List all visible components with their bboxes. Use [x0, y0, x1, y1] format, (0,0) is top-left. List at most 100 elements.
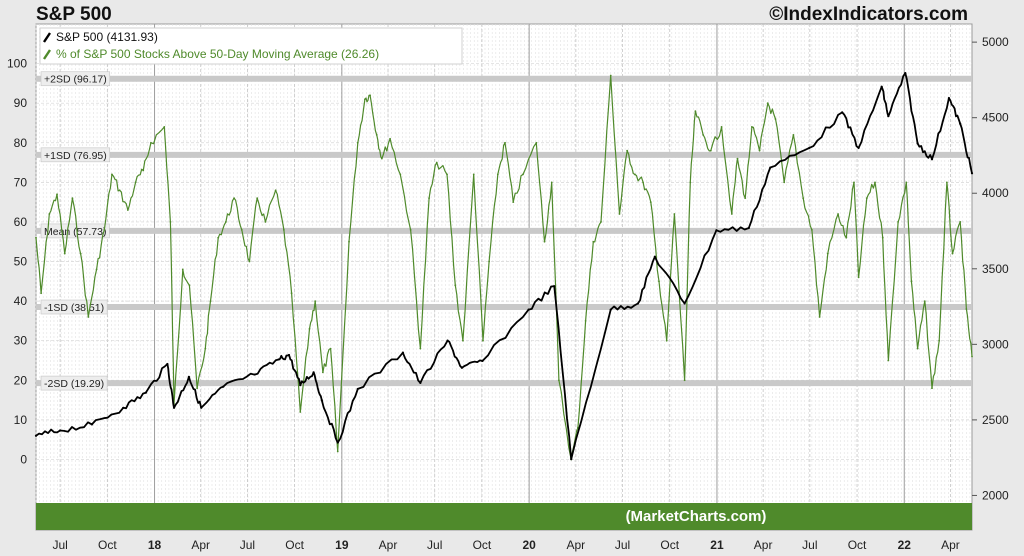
data-point-sp500 [253, 373, 256, 376]
data-point-breadth [792, 133, 795, 136]
data-point-breadth [482, 339, 484, 342]
right-tick-label: 2500 [982, 413, 1009, 427]
watermark-band [36, 503, 972, 530]
data-point-breadth [865, 197, 868, 200]
data-point-sp500 [715, 229, 718, 232]
right-tick-label: 3000 [982, 337, 1009, 351]
left-tick-label: 40 [14, 294, 28, 308]
chart-title: S&P 500 [36, 4, 112, 25]
data-point-sp500 [187, 375, 191, 378]
data-point-breadth [435, 161, 438, 164]
data-point-sp500 [570, 458, 573, 461]
data-point-sp500 [683, 302, 686, 305]
data-point-breadth [329, 347, 332, 350]
data-point-breadth [694, 110, 697, 112]
data-point-sp500 [172, 406, 176, 409]
right-tick-label: 5000 [982, 35, 1009, 49]
data-point-breadth [965, 308, 968, 310]
data-point-sp500 [609, 308, 612, 311]
data-point-sp500 [636, 302, 640, 305]
data-point-sp500 [90, 423, 94, 426]
watermark-text: (MarketCharts.com) [626, 508, 767, 525]
data-point-breadth [887, 359, 890, 362]
data-point-breadth [673, 213, 676, 215]
left-tick-label: 10 [14, 413, 28, 427]
left-tick-label: 50 [14, 255, 28, 269]
right-tick-label: 3500 [982, 262, 1009, 276]
x-tick-label: Apr [191, 538, 210, 552]
sd-label-box [40, 375, 108, 391]
x-tick-label: Oct [98, 538, 117, 552]
x-tick-label: Apr [379, 538, 398, 552]
right-tick-label: 4000 [982, 186, 1009, 200]
data-point-breadth [314, 300, 317, 303]
data-point-breadth [274, 189, 277, 192]
data-point-sp500 [320, 399, 323, 402]
series-line-sp500 [35, 72, 973, 461]
data-point-breadth [336, 450, 339, 453]
x-tick-label: 20 [522, 538, 536, 552]
sd-label: Mean (57.73) [44, 226, 106, 238]
x-axis: Jul Oct 18 Apr Jul Oct 19 Apr Jul Oct 20 Apr Jul Oct 2… [52, 538, 959, 552]
data-point-breadth [163, 126, 166, 128]
data-point-sp500 [653, 255, 656, 258]
series-layer [34, 72, 974, 461]
data-point-breadth [472, 173, 475, 176]
data-point-breadth [633, 173, 636, 176]
data-point-breadth [720, 126, 723, 128]
data-point-breadth [142, 169, 145, 172]
data-point-breadth [169, 221, 172, 223]
data-point-breadth [683, 379, 686, 382]
legend: S&P 500 (4131.93) % of S&P 500 Stocks Ab… [39, 27, 463, 65]
data-point-sp500 [401, 351, 405, 354]
data-point-sp500 [769, 166, 772, 169]
data-point-breadth [802, 197, 805, 200]
data-point-breadth [248, 260, 251, 263]
x-tick-label: Jul [802, 538, 817, 552]
x-tick-label: Oct [473, 538, 492, 552]
data-point-sp500 [747, 226, 750, 230]
data-point-breadth [308, 327, 311, 330]
data-point-breadth [87, 316, 90, 318]
data-point-breadth [522, 173, 524, 176]
data-point-breadth [649, 201, 652, 204]
data-point-sp500 [970, 172, 974, 175]
data-point-breadth [454, 284, 457, 287]
x-tick-label: Apr [754, 538, 773, 552]
data-point-sp500 [959, 122, 962, 125]
x-tick-label: Jul [240, 538, 255, 552]
data-point-breadth [609, 74, 612, 77]
data-point-breadth [504, 141, 506, 144]
data-point-sp500 [287, 353, 291, 357]
data-point-sp500 [481, 359, 484, 363]
data-point-breadth [63, 252, 66, 255]
x-tick-label: Apr [566, 538, 585, 552]
data-point-sp500 [930, 158, 934, 161]
data-point-breadth [240, 228, 243, 231]
data-point-breadth [409, 228, 412, 231]
legend-swatch-breadth [43, 49, 51, 60]
data-point-breadth [126, 209, 129, 211]
x-tick-label: Apr [941, 538, 960, 552]
data-point-breadth [188, 284, 191, 287]
data-point-sp500 [356, 387, 359, 391]
data-point-breadth [535, 141, 538, 144]
data-point-breadth [881, 236, 884, 239]
data-point-breadth [923, 300, 926, 303]
data-point-breadth [959, 221, 962, 223]
data-point-breadth [369, 94, 371, 97]
data-point-sp500 [887, 115, 890, 118]
sd-label: -1SD (38.51) [44, 302, 104, 314]
left-tick-label: 100 [7, 57, 27, 71]
data-point-breadth [496, 173, 499, 176]
data-point-breadth [512, 201, 515, 204]
data-point-breadth [56, 193, 58, 196]
data-point-breadth [774, 118, 777, 120]
x-tick-label: Oct [285, 538, 304, 552]
source-credit: ©IndexIndicators.com [769, 4, 968, 25]
legend-label-sp500: S&P 500 (4131.93) [56, 30, 158, 44]
data-point-breadth [204, 347, 207, 350]
data-point-breadth [543, 240, 546, 243]
data-point-breadth [181, 268, 184, 271]
sd-label-box [40, 147, 111, 163]
